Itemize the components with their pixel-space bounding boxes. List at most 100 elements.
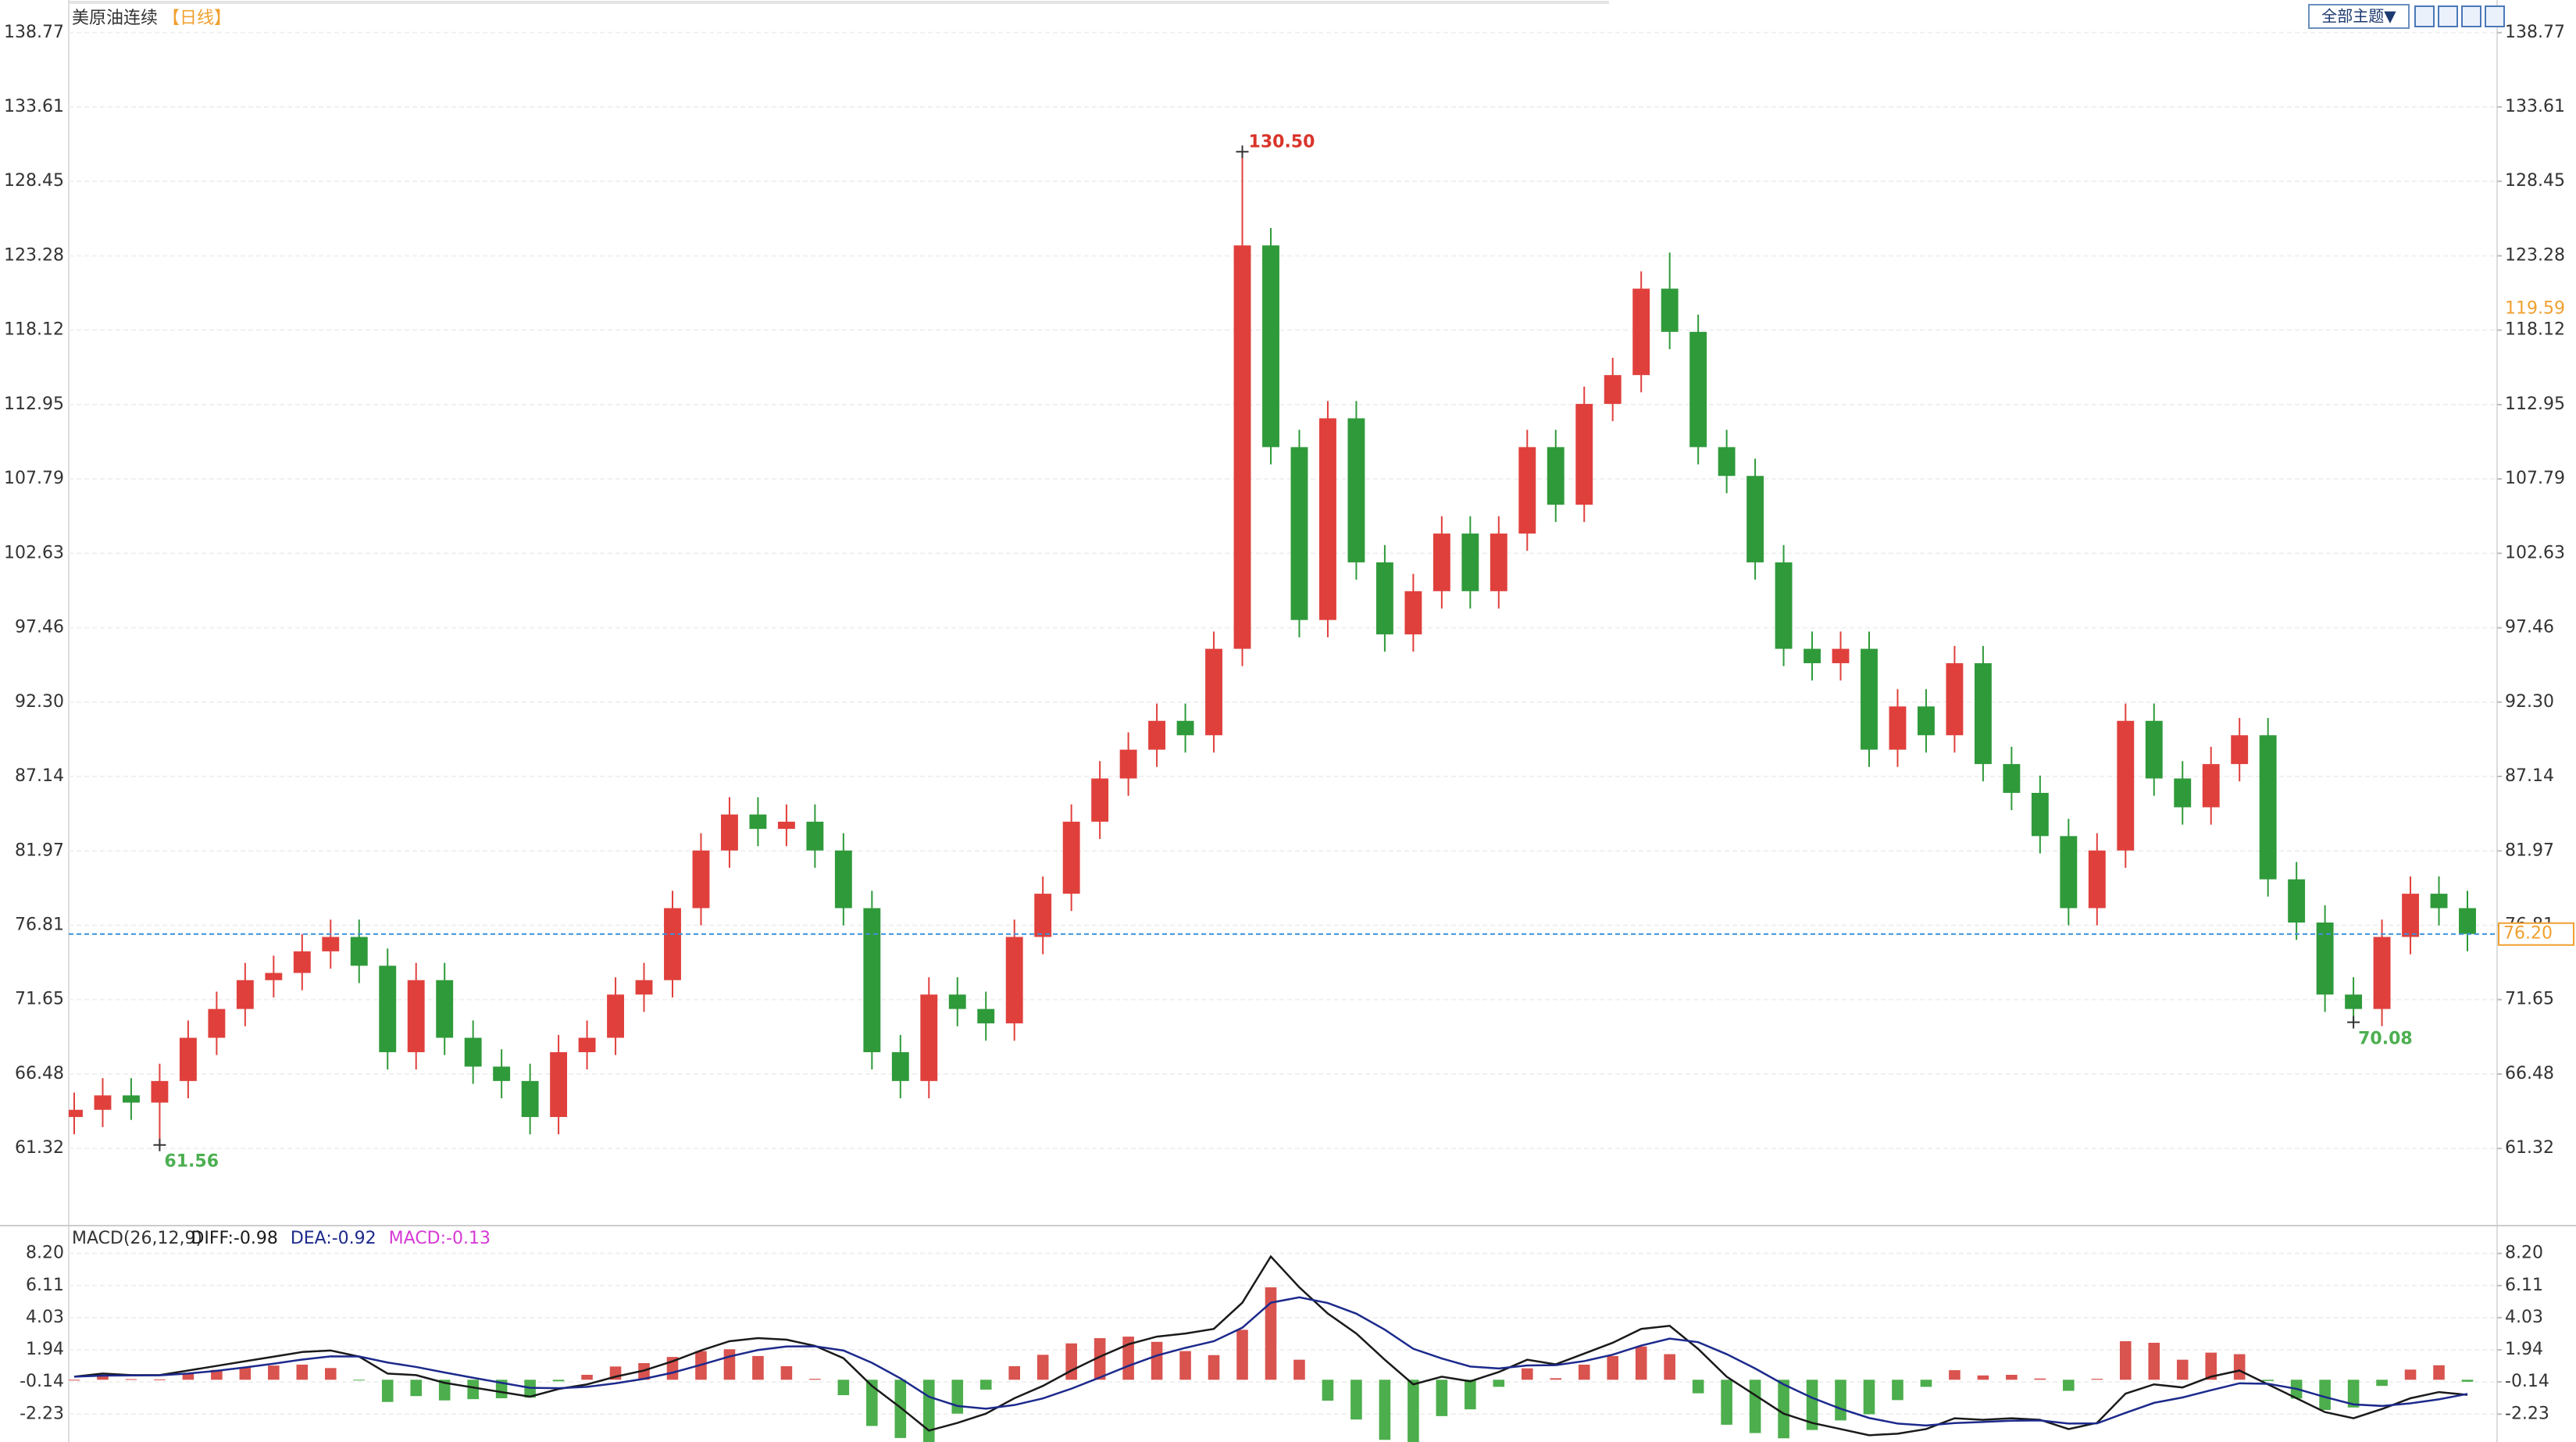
macd-bar — [1179, 1351, 1191, 1380]
layout-icon[interactable] — [2485, 5, 2505, 27]
macd-bar — [809, 1379, 821, 1380]
candle-body — [1319, 418, 1336, 620]
extreme-marker — [153, 1138, 166, 1151]
candle-body — [2174, 778, 2192, 808]
macd-bar — [894, 1380, 907, 1438]
candle-body — [550, 1051, 568, 1117]
macd-bar — [1436, 1380, 1448, 1416]
y-tick-label-right: 97.46 — [2505, 618, 2554, 637]
candle-body — [1062, 821, 1080, 894]
candle-body — [1148, 720, 1166, 750]
candle-body — [806, 821, 824, 851]
y-tick-label-left: 107.79 — [4, 469, 64, 488]
y-tick-label-right: 112.95 — [2505, 394, 2565, 414]
candle-body — [1432, 534, 1450, 591]
candle-body — [1547, 447, 1565, 505]
macd-bar — [1151, 1341, 1163, 1380]
macd-bar — [1578, 1364, 1590, 1380]
macd-bar — [438, 1380, 451, 1401]
theme-button-label[interactable]: 全部主题▼ — [2321, 7, 2396, 26]
macd-bar — [1550, 1378, 1562, 1380]
macd-bar — [1350, 1380, 1362, 1420]
candle-body — [123, 1095, 140, 1103]
macd-bar — [2376, 1380, 2388, 1387]
candle-body — [692, 850, 710, 908]
candle-body — [948, 994, 966, 1009]
y-tick-label-left: 4.03 — [26, 1308, 64, 1327]
candle-body — [2259, 735, 2277, 880]
macd-bar — [2461, 1380, 2474, 1382]
y-tick-label-left: 92.30 — [15, 692, 64, 712]
candle-body — [1889, 706, 1907, 750]
high-label: 130.50 — [1249, 132, 1315, 152]
y-tick-label-left: 97.46 — [15, 618, 64, 637]
y-tick-label-right: 138.77 — [2505, 23, 2565, 42]
macd-bar — [1635, 1346, 1647, 1380]
candle-body — [1290, 447, 1308, 620]
candle-body — [265, 973, 283, 980]
macd-bar — [324, 1368, 337, 1380]
candle-body — [1119, 749, 1137, 779]
macd-bar — [2433, 1365, 2445, 1380]
y-tick-label-left: 118.12 — [4, 320, 64, 340]
macd-bar — [723, 1349, 736, 1380]
extreme-marker — [1236, 145, 1249, 159]
layout-icon[interactable] — [2461, 5, 2481, 27]
axes: 138.77 138.77 133.61 133.61 128.45 128.45 123.… — [4, 23, 2574, 1423]
candle-body — [2373, 937, 2391, 1009]
macd-bar — [1835, 1380, 1846, 1421]
y-tick-label-right: 92.30 — [2505, 692, 2554, 712]
macd-bar — [1236, 1330, 1248, 1380]
layout-icon[interactable] — [2438, 5, 2458, 27]
candle-body — [1775, 562, 1793, 649]
macd-bar — [951, 1380, 964, 1414]
candle-body — [322, 937, 340, 951]
macd-bar — [979, 1380, 992, 1390]
macd-bar — [1322, 1380, 1334, 1401]
macd-bar — [1493, 1380, 1505, 1387]
macd-bar — [922, 1380, 935, 1442]
low-label: 61.56 — [164, 1152, 219, 1172]
candle-body — [863, 908, 881, 1052]
candle-body — [1347, 418, 1365, 562]
macd-line — [73, 1255, 2468, 1437]
macd-bar — [495, 1380, 508, 1398]
candle-body — [1804, 648, 1821, 664]
y-tick-label-right: 1.94 — [2505, 1340, 2543, 1359]
y-tick-label-left: 71.65 — [15, 990, 64, 1009]
candle-body — [1205, 648, 1222, 736]
period-label: 【日线】 — [162, 9, 231, 28]
macd-bar — [2063, 1380, 2075, 1391]
layout-icon[interactable] — [2414, 5, 2435, 27]
theme-button[interactable] — [2308, 4, 2410, 29]
candle-body — [1461, 534, 1479, 591]
macd-bar — [2148, 1342, 2160, 1380]
macd-bar — [1778, 1380, 1789, 1439]
y-tick-label-right: -0.14 — [2505, 1372, 2549, 1391]
candle-body — [834, 850, 852, 908]
macd-bar — [1977, 1375, 1989, 1380]
y-tick-label-right: 102.63 — [2505, 543, 2565, 562]
y-tick-label-right: -2.23 — [2505, 1404, 2549, 1423]
macd-bar — [2347, 1380, 2360, 1408]
macd-bar — [1036, 1355, 1049, 1380]
macd-bar — [1408, 1380, 1419, 1442]
macd-title: MACD(26,12,9) — [72, 1229, 202, 1248]
candle-body — [2031, 793, 2049, 837]
macd-line — [73, 1296, 2468, 1427]
candle-body — [635, 980, 653, 995]
candle-body — [607, 994, 624, 1038]
candle-body — [1404, 591, 1422, 635]
macd-bar — [239, 1367, 252, 1380]
y-tick-label-left: 61.32 — [15, 1138, 64, 1158]
macd-bar — [1122, 1337, 1134, 1380]
macd-bar — [2262, 1380, 2274, 1381]
macd-bar — [552, 1380, 565, 1382]
y-tick-label-left: 81.97 — [15, 841, 64, 860]
candle-body — [436, 980, 454, 1038]
candle-body — [1746, 476, 1764, 562]
macd-bar — [2006, 1374, 2018, 1380]
y-tick-label-right: 133.61 — [2505, 97, 2565, 116]
candle-body — [350, 937, 368, 966]
